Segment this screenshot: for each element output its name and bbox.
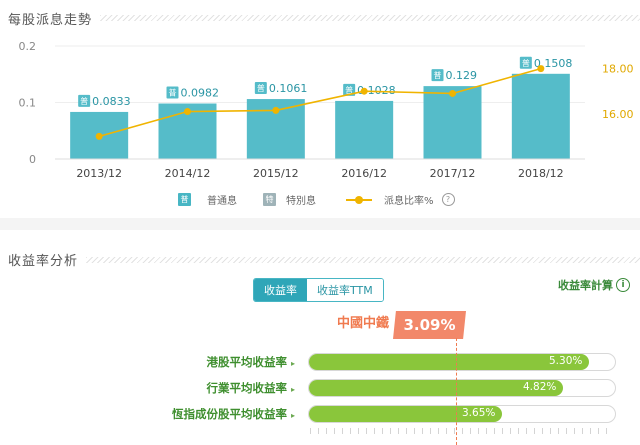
bar-fill: [309, 406, 502, 422]
legend-regular[interactable]: 普 普通息: [178, 192, 237, 207]
bar-label-icon-text: 普: [257, 83, 265, 93]
bar-label: 恆指成份股平均收益率: [172, 406, 295, 422]
dividend-chart-svg: 0 0.1 0.2 16.00 18.00 普 0.0833 2013/12 普 0.0982 20…: [19, 40, 634, 180]
payout-point: [272, 106, 280, 114]
bar-data-label: 0.129: [446, 69, 478, 82]
chart-legend: 普 普通息 特 特別息 派息比率% ?: [0, 192, 640, 210]
bar-data-label: 0.0982: [181, 87, 220, 100]
company-yield-marker: [456, 338, 457, 445]
bar-label-icon: [519, 56, 532, 69]
bar-label-icon: [166, 86, 179, 99]
bar-label-icon-text: 普: [80, 96, 88, 106]
bar-label-icon: [78, 94, 91, 107]
bar-value: 3.65%: [462, 407, 496, 419]
yield-calc-link[interactable]: 收益率計算 i: [558, 277, 630, 293]
bar-label-icon-text: 普: [169, 88, 177, 98]
bar-row-industry-average: 行業平均收益率 4.82%: [0, 379, 640, 397]
company-name: 中國中鐵: [337, 316, 390, 331]
payout-point: [184, 108, 191, 116]
bar-value: 4.82%: [523, 381, 557, 393]
bar-track: 5.30%: [308, 353, 616, 371]
bar-row-hsi-average: 恆指成份股平均收益率 3.65%: [0, 405, 640, 423]
payout-point: [537, 65, 545, 73]
tab-yield[interactable]: 收益率: [254, 279, 307, 301]
bar-data-label: 0.1061: [269, 82, 308, 95]
y-tick-label-right: 18.00: [602, 63, 634, 76]
bar-track: 3.65%: [308, 405, 616, 423]
bar-fill: [309, 354, 589, 370]
x-tick-label: 2014/12: [165, 167, 211, 180]
section-gap: [0, 218, 640, 230]
legend-special-label: 特別息: [286, 196, 316, 207]
bar-label-icon-text: 普: [345, 85, 353, 95]
bar: [423, 86, 482, 159]
company-yield-badge: 3.09%: [393, 311, 466, 339]
payout-line: [98, 67, 542, 138]
bar-data-label: 0.1028: [357, 84, 396, 97]
bar-label: 港股平均收益率: [206, 354, 295, 370]
line-marker-icon: [346, 195, 372, 204]
dividend-chart: 0 0.1 0.2 16.00 18.00 普 0.0833 2013/12 普 0.0982 20…: [0, 30, 640, 218]
payout-point: [360, 87, 368, 95]
tab-yield-ttm[interactable]: 收益率TTM: [307, 279, 383, 301]
bar-label-icon: [431, 69, 444, 82]
bar-value: 5.30%: [549, 355, 583, 367]
x-tick-label: 2016/12: [341, 167, 387, 180]
help-icon[interactable]: ?: [441, 193, 455, 206]
bar-row-hk-average: 港股平均收益率 5.30%: [0, 353, 640, 371]
payout-point: [449, 89, 456, 97]
info-icon: i: [616, 278, 630, 292]
yield-title-divider: [86, 257, 640, 263]
y-tick-label-left: 0.1: [19, 97, 37, 110]
bar-label: 行業平均收益率: [206, 380, 295, 396]
bar-label-icon-text: 普: [434, 70, 442, 80]
legend-regular-label: 普通息: [207, 196, 237, 207]
regular-dividend-icon: 普: [178, 193, 191, 206]
legend-payout-label: 派息比率%: [384, 196, 434, 207]
x-tick-label: 2018/12: [518, 167, 564, 180]
bar-data-label: 0.0833: [92, 95, 130, 108]
bar: [335, 100, 394, 159]
scale-ticks: [310, 428, 614, 434]
bar-label-icon-text: 普: [522, 58, 530, 68]
x-tick-label: 2013/12: [76, 167, 122, 180]
special-dividend-icon: 特: [263, 193, 276, 206]
title-divider: [100, 15, 640, 21]
legend-payout[interactable]: 派息比率% ?: [346, 192, 455, 207]
legend-special[interactable]: 特 特別息: [263, 192, 316, 207]
bar: [511, 73, 570, 159]
y-tick-label-left: 0: [29, 153, 36, 166]
bar-label-icon: [254, 82, 267, 95]
bar-label-icon: [343, 83, 356, 96]
dividend-section-title: 每股派息走勢: [8, 13, 93, 28]
yield-calc-label: 收益率計算: [558, 279, 613, 292]
x-tick-label: 2015/12: [253, 167, 299, 180]
x-tick-label: 2017/12: [430, 167, 476, 180]
yield-tabs: 收益率 收益率TTM: [253, 278, 384, 302]
y-tick-label-right: 16.00: [602, 108, 634, 121]
bar-track: 4.82%: [308, 379, 616, 397]
bar-fill: [309, 380, 563, 396]
payout-point: [95, 132, 103, 140]
yield-section-title: 收益率分析: [8, 254, 79, 269]
y-tick-label-left: 0.2: [19, 40, 37, 53]
